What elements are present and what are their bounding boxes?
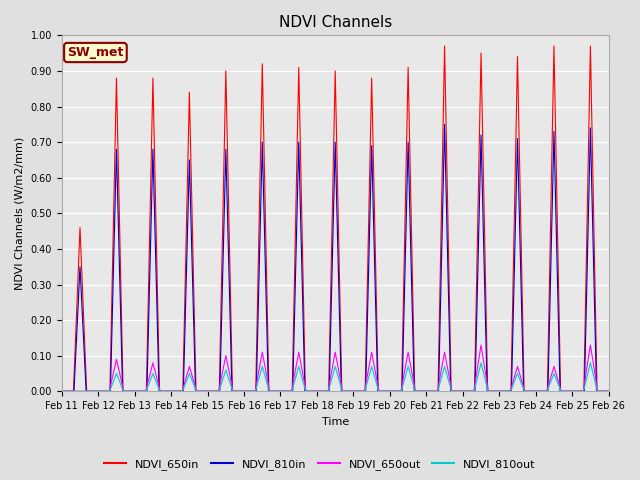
NDVI_810out [175,388,182,394]
NDVI_810in [411,388,419,394]
NDVI_650in [58,388,66,394]
NDVI_650in [169,388,177,394]
NDVI_650in [603,388,611,394]
NDVI_650in [488,388,496,394]
NDVI_810in [605,388,612,394]
NDVI_650out [58,388,66,394]
X-axis label: Time: Time [321,417,349,427]
NDVI_810in [175,388,182,394]
NDVI_810out [262,379,270,384]
NDVI_650in [411,381,419,387]
NDVI_650in [605,388,612,394]
NDVI_810out [58,388,66,394]
NDVI_650in [175,388,182,394]
Title: NDVI Channels: NDVI Channels [278,15,392,30]
NDVI_810in [488,388,496,394]
NDVI_810out [169,388,177,394]
NDVI_650out [488,388,496,394]
NDVI_650out [411,384,419,390]
NDVI_810in [58,388,66,394]
NDVI_810out [605,388,612,394]
Line: NDVI_810in: NDVI_810in [62,124,609,391]
Line: NDVI_650in: NDVI_650in [62,46,609,391]
NDVI_650out [477,342,485,348]
Y-axis label: NDVI Channels (W/m2/mm): NDVI Channels (W/m2/mm) [15,137,25,290]
Text: SW_met: SW_met [67,46,124,59]
NDVI_810in [603,388,611,394]
NDVI_810in [262,311,270,316]
NDVI_650out [169,388,177,394]
NDVI_810out [488,388,496,394]
NDVI_810out [411,387,419,393]
Legend: NDVI_650in, NDVI_810in, NDVI_650out, NDVI_810out: NDVI_650in, NDVI_810in, NDVI_650out, NDV… [100,455,540,474]
NDVI_810in [169,388,177,394]
NDVI_650out [605,388,612,394]
NDVI_810out [603,388,611,394]
NDVI_650in [441,43,449,49]
NDVI_650in [262,268,270,274]
Line: NDVI_810out: NDVI_810out [62,363,609,391]
NDVI_810out [477,360,485,366]
NDVI_650out [603,388,611,394]
NDVI_650out [262,372,270,378]
NDVI_650out [175,388,182,394]
Line: NDVI_650out: NDVI_650out [62,345,609,391]
NDVI_810in [441,121,449,127]
